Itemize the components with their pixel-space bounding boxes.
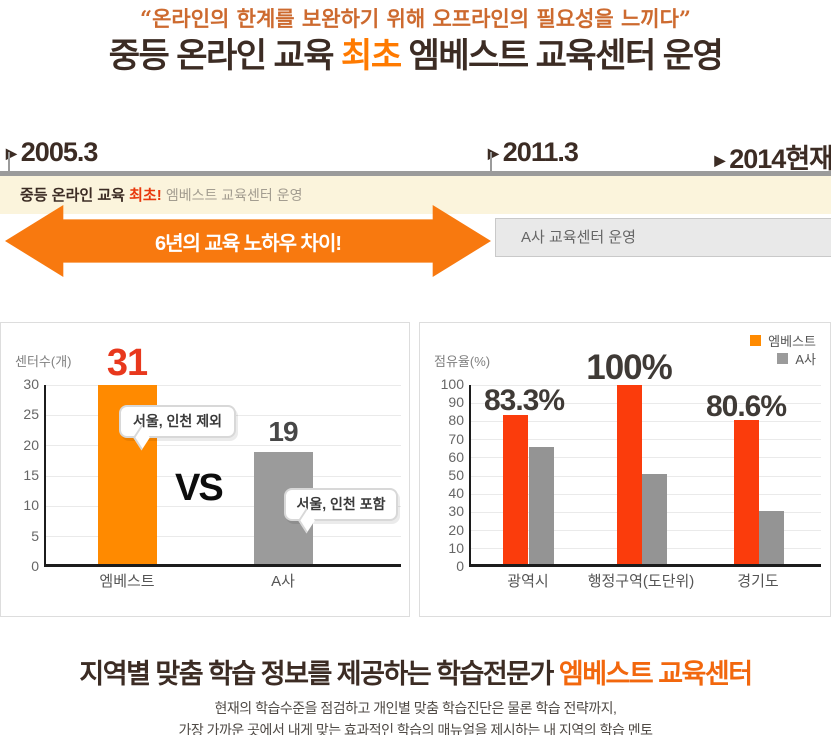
timeline-marker-2011: ▶ 2011.3 [488,137,579,168]
plot-area [469,384,821,567]
chart-share-panel: 엠베스트 A사 점유율(%) 83.3% 100% 80.6% 광역시 행정구역… [419,322,831,617]
y-tick-label: 80 [448,412,464,429]
y-tick-label: 90 [448,394,464,411]
page-title: 중등 온라인 교육 최초 엠베스트 교육센터 운영 [0,28,831,77]
era-text-bold: 중등 온라인 교육 [20,187,130,204]
mbest-era-text: 중등 온라인 교육 최초! 엠베스트 교육센터 운영 [20,176,302,215]
y-tick-label: 40 [448,485,464,502]
gridline [44,445,401,447]
gridline [469,402,821,404]
gridline [44,536,401,538]
timeline-marker-label: 2011.3 [502,137,579,167]
annotation-bubble: 서울, 인천 제외 [119,405,236,438]
gridline [44,475,401,477]
y-axis-line [44,385,46,567]
y-tick-label: 50 [448,467,464,483]
legend-entry: 엠베스트 [750,331,816,349]
era-text-rest: 엠베스트 교육센터 운영 [165,187,303,203]
page-title-highlight: 최초 [341,37,402,75]
footer-subtext-line2: 가장 가까운 곳에서 내게 맞는 효과적인 학습의 매뉴얼을 제시하는 내 지역… [178,722,653,735]
gridline [469,439,821,441]
timeline-axis-line [0,171,831,176]
footer-title: 지역별 맞춤 학습 정보를 제공하는 학습전문가 엠베스트 교육센터 [0,652,831,691]
x-axis-line [44,564,401,567]
mbest-era-band: 중등 온라인 교육 최초! 엠베스트 교육센터 운영 [0,176,831,214]
gap-arrow: 6년의 교육 노하우 차이! [5,205,491,277]
x-category-label: 경기도 [737,573,779,590]
y-axis-line [469,385,471,567]
bar-value-label: 31 [106,342,148,384]
y-tick-label: 0 [31,558,39,574]
timeline-tick-2005 [8,152,10,172]
play-triangle-icon: ▶ [6,145,17,161]
footer-subtext: 현재의 학습수준을 점검하고 개인별 맞춤 학습진단은 물론 학습 전략까지, … [0,697,831,735]
gridline [44,505,401,507]
y-tick-label: 0 [456,558,464,574]
page-title-prefix: 중등 온라인 교육 [108,37,342,75]
bar [617,385,642,567]
bar [734,420,759,567]
timeline-marker-2014: ▶ 2014현재 [714,137,831,176]
legend-swatch-mbest [750,334,762,346]
footer-title-prefix: 지역별 맞춤 학습 정보를 제공하는 학습전문가 [79,659,559,689]
bar-value-label: 19 [268,416,298,447]
x-axis-line [469,564,821,567]
timeline-marker-2005: ▶ 2005.3 [6,137,99,168]
footer-subtext-line1: 현재의 학습수준을 점검하고 개인별 맞춤 학습진단은 물론 학습 전략까지, [214,700,617,716]
bar [759,510,784,567]
bar-value-label: 80.6% [705,390,787,423]
y-tick-label: 10 [448,539,464,556]
gridline [469,420,821,422]
y-tick-label: 20 [448,521,464,538]
y-axis-title: 센터수(개) [15,354,72,369]
y-tick-label: 100 [440,376,464,392]
y-tick-label: 30 [23,376,39,392]
competitor-era-box: A사 교육센터 운영 [495,218,831,257]
y-tick-label: 5 [31,527,39,544]
y-tick-label: 25 [23,406,39,423]
vs-label: VS [175,467,224,509]
header-quote: “온라인의 한계를 보완하기 위해 오프라인의 필요성을 느끼다” [139,6,692,31]
x-category-label: A사 [271,573,295,590]
footer-title-highlight: 엠베스트 교육센터 [558,659,753,689]
y-axis-title: 점유율(%) [434,354,491,369]
y-tick-label: 30 [448,503,464,520]
x-category-label: 엠베스트 [99,573,155,590]
timeline-tick-2011 [490,152,492,172]
timeline-marker-label: 2005.3 [20,137,99,167]
legend-swatch-competitor [777,352,789,364]
timeline-marker-label: 2014현재 [729,144,831,174]
play-triangle-icon: ▶ [714,152,725,168]
legend-entry: A사 [750,349,816,367]
y-tick-label: 70 [448,430,464,447]
y-tick-label: 15 [23,467,39,483]
bar-value-label: 83.3% [483,384,565,417]
page-title-suffix: 엠베스트 교육센터 운영 [400,37,724,75]
bar [503,415,528,567]
bar [529,446,554,567]
gap-arrow-label: 6년의 교육 노하우 차이! [154,232,342,255]
play-triangle-icon: ▶ [488,145,499,161]
chart-centers-panel: 센터수(개) 31 19 서울, 인천 제외 서울, 인천 포함 VS 엠베스트… [0,322,410,617]
y-tick-label: 20 [23,436,39,453]
annotation-bubble: 서울, 인천 포함 [284,488,398,521]
bar-value-label: 100% [586,348,673,387]
era-text-highlight: 최초! [129,187,166,204]
x-category-label: 광역시 [507,573,549,590]
gridline [44,384,401,386]
legend-label: A사 [795,351,816,367]
gridline [469,384,821,386]
y-tick-label: 60 [448,448,464,465]
gridline [469,457,821,459]
x-category-label: 행정구역(도단위) [587,573,695,590]
chart-legend: 엠베스트 A사 [750,331,816,367]
bar [642,474,667,567]
y-tick-label: 10 [23,497,39,514]
legend-label: 엠베스트 [768,333,816,349]
